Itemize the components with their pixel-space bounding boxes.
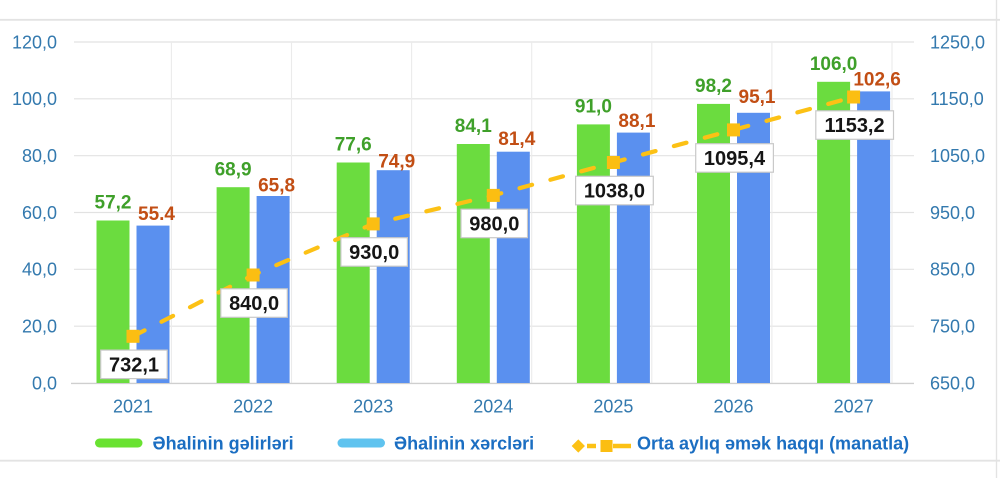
svg-text:65,8: 65,8	[258, 176, 295, 197]
svg-text:1038,0: 1038,0	[584, 181, 645, 203]
svg-text:2021: 2021	[113, 397, 153, 417]
svg-text:Əhalinin gəlirləri: Əhalinin gəlirləri	[153, 433, 294, 453]
svg-text:Orta aylıq əmək haqqı (manatla: Orta aylıq əmək haqqı (manatla)	[637, 433, 909, 453]
svg-text:732,1: 732,1	[109, 354, 159, 376]
svg-text:100,0: 100,0	[12, 89, 57, 109]
svg-text:68,9: 68,9	[215, 159, 252, 180]
svg-text:1250,0: 1250,0	[930, 32, 985, 52]
svg-text:84,1: 84,1	[455, 116, 492, 137]
svg-text:55.4: 55.4	[138, 204, 175, 225]
svg-text:0,0: 0,0	[32, 373, 57, 393]
svg-text:88,1: 88,1	[618, 111, 655, 132]
svg-text:1050,0: 1050,0	[930, 146, 985, 166]
svg-text:80,0: 80,0	[22, 146, 57, 166]
svg-text:2023: 2023	[353, 397, 393, 417]
svg-text:2024: 2024	[473, 397, 513, 417]
svg-text:840,0: 840,0	[229, 293, 279, 315]
svg-text:20,0: 20,0	[22, 317, 57, 337]
svg-text:77,6: 77,6	[335, 135, 372, 156]
svg-text:Əhalinin xərcləri: Əhalinin xərcləri	[394, 433, 534, 453]
svg-text:930,0: 930,0	[349, 242, 399, 264]
svg-text:2027: 2027	[834, 397, 874, 417]
svg-text:850,0: 850,0	[930, 260, 975, 280]
svg-text:1095,4: 1095,4	[704, 148, 766, 170]
svg-text:2022: 2022	[233, 397, 273, 417]
svg-text:57,2: 57,2	[95, 193, 132, 214]
svg-text:980,0: 980,0	[469, 213, 519, 235]
svg-text:40,0: 40,0	[22, 260, 57, 280]
svg-text:2025: 2025	[593, 397, 633, 417]
svg-text:74,9: 74,9	[378, 152, 415, 173]
svg-text:1153,2: 1153,2	[825, 115, 885, 137]
svg-text:98,2: 98,2	[695, 76, 732, 97]
svg-text:120,0: 120,0	[12, 32, 57, 52]
svg-text:750,0: 750,0	[930, 317, 975, 337]
svg-text:95,1: 95,1	[739, 87, 776, 108]
svg-text:102,6: 102,6	[853, 70, 901, 91]
svg-text:81,4: 81,4	[498, 129, 535, 150]
svg-text:2026: 2026	[713, 397, 753, 417]
svg-text:950,0: 950,0	[930, 203, 975, 223]
svg-text:1150,0: 1150,0	[930, 89, 984, 109]
svg-text:60,0: 60,0	[22, 203, 57, 223]
svg-text:106,0: 106,0	[810, 54, 858, 75]
svg-text:650,0: 650,0	[930, 373, 975, 393]
svg-text:91,0: 91,0	[575, 97, 612, 118]
